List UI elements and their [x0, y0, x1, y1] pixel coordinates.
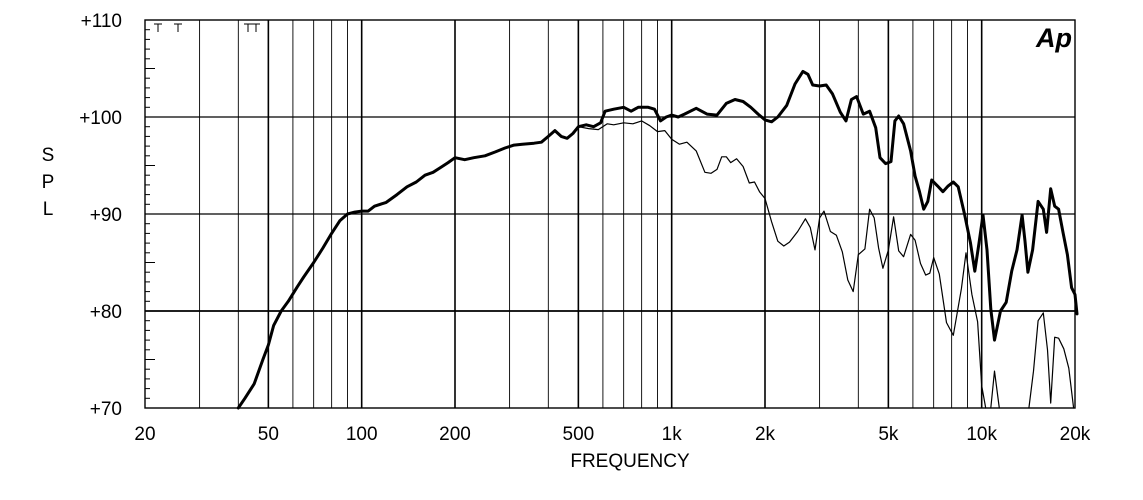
- corner-marks: [154, 23, 260, 32]
- y-axis-label-letter: S: [42, 145, 55, 166]
- series-layer: [236, 69, 1079, 410]
- y-tick-label: +110: [81, 11, 122, 32]
- x-tick-label: 2k: [755, 424, 776, 445]
- x-tick-label: 200: [439, 424, 471, 445]
- ap-logo-text: Ap: [1035, 23, 1072, 53]
- y-tick-label: +80: [90, 302, 122, 323]
- x-tick-label: 20: [134, 424, 155, 445]
- series-line-thin: [990, 370, 1000, 409]
- series-line-thin: [1028, 312, 1075, 409]
- y-axis-label-letter: L: [43, 199, 54, 220]
- x-tick-labels: 20 50 100 200 500 1k 2k 5k 10k 20k: [134, 424, 1090, 445]
- x-tick-label: 100: [346, 424, 378, 445]
- x-tick-label: 5k: [878, 424, 899, 445]
- y-tick-label: +70: [90, 399, 122, 420]
- x-tick-label: 10k: [966, 424, 997, 445]
- x-tick-label: 20k: [1060, 424, 1091, 445]
- series-line-thin: [577, 120, 987, 409]
- x-tick-label: 50: [258, 424, 279, 445]
- y-axis-label-letter: P: [42, 172, 55, 193]
- y-tick-label: +90: [90, 205, 122, 226]
- x-tick-label: 500: [563, 424, 595, 445]
- y-axis-label: SPL: [42, 145, 55, 220]
- ap-logo: Ap: [1035, 23, 1072, 53]
- y-tick-labels: +70 +80 +90 +100 +110: [79, 11, 122, 420]
- x-tick-label: 1k: [662, 424, 683, 445]
- y-tick-label: +100: [79, 108, 122, 129]
- major-grid: [145, 116, 1075, 312]
- series-line-thick: [236, 69, 1079, 410]
- x-axis-label: FREQUENCY: [570, 451, 690, 472]
